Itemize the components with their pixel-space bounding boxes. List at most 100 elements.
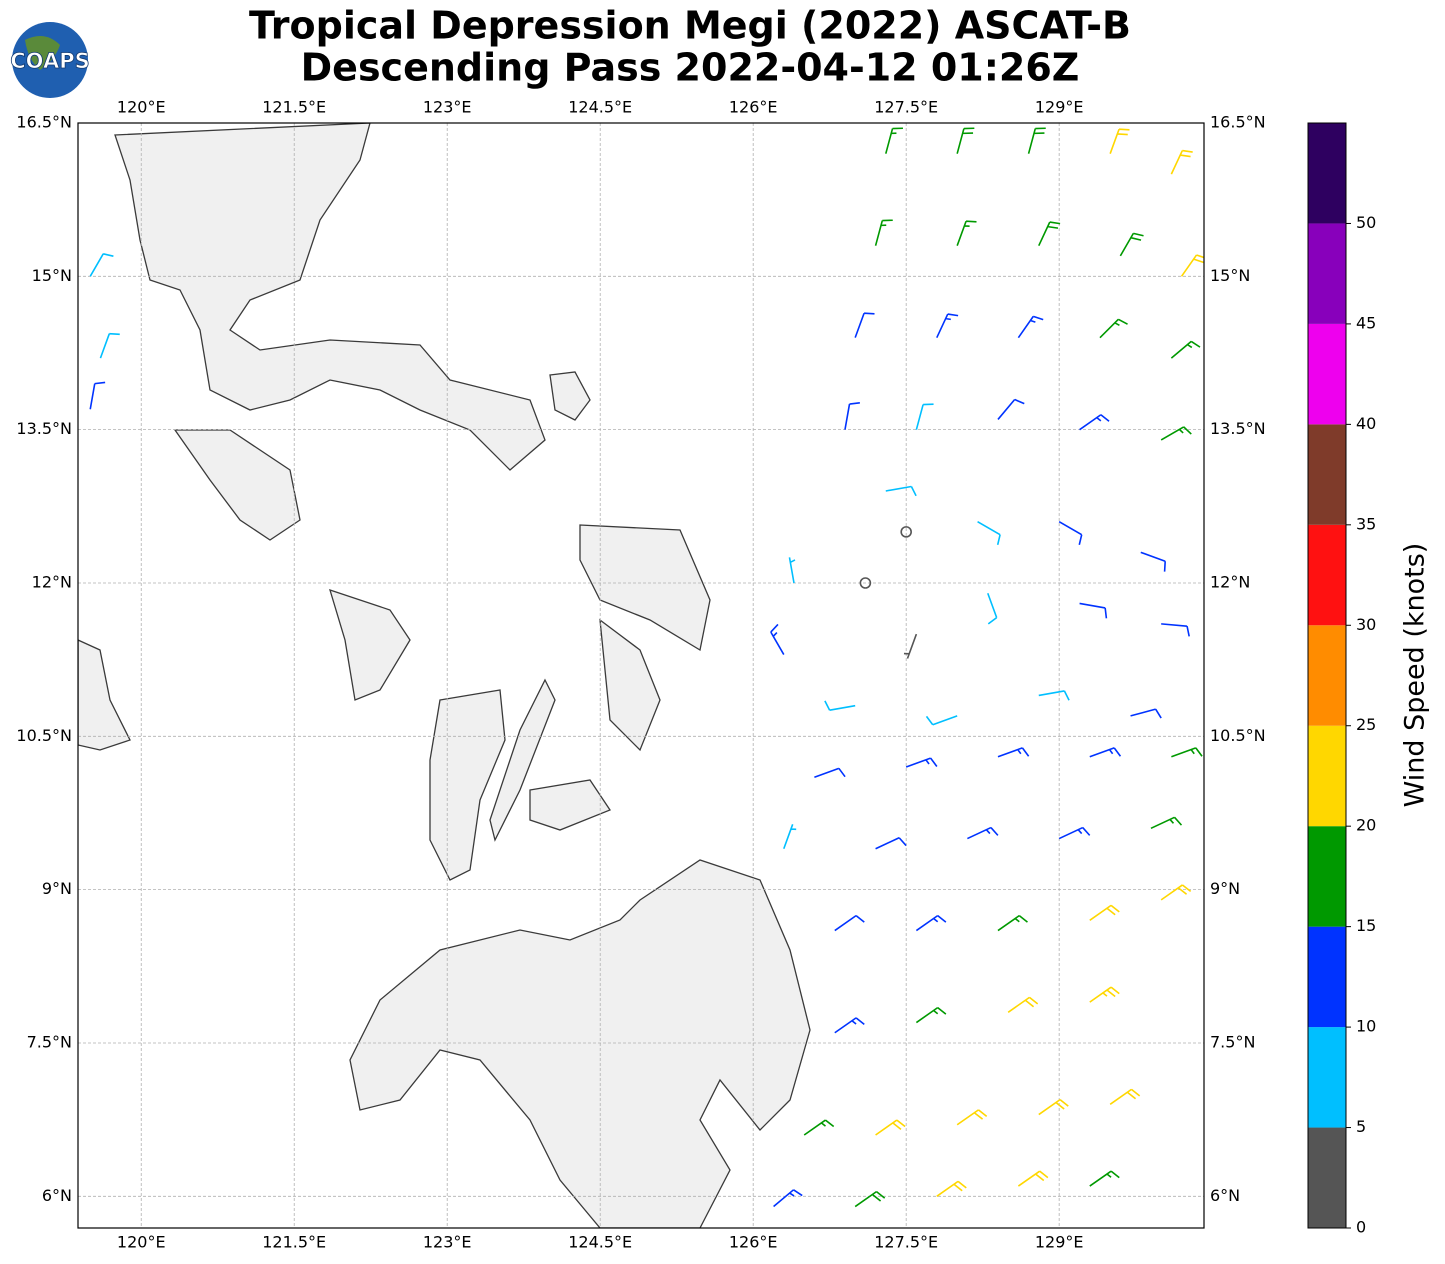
wind-barb [770, 623, 785, 655]
wind-barb [905, 757, 938, 768]
island [599, 618, 661, 752]
grid: 120°E 120°E 121.5°E 121.5°E 123°E 123°E 124.5°… [16, 98, 1265, 1252]
colorbar-tick-label: 0 [1356, 1218, 1366, 1237]
land [78, 123, 811, 1228]
y-tick-label: 7.5°N [1210, 1032, 1255, 1051]
wind-barb [1130, 708, 1162, 719]
wind-barb [967, 826, 999, 840]
wind-barb [814, 767, 846, 778]
logo-text: COAPS [10, 49, 89, 73]
wind-barb [874, 219, 893, 246]
wind-barb [1038, 690, 1070, 701]
wind-barb [915, 914, 947, 932]
y-tick-label: 6°N [42, 1186, 72, 1205]
island [173, 429, 301, 541]
y-tick-label: 10.5°N [1210, 726, 1266, 745]
wind-barb [875, 837, 907, 850]
wind-barb [936, 1180, 967, 1197]
island [329, 588, 411, 701]
wind-barb [1161, 623, 1190, 637]
wind-barb [1170, 340, 1201, 359]
wind-barb [977, 520, 1001, 546]
wind-barb [1180, 254, 1204, 277]
y-tick-label: 13.5°N [16, 419, 72, 438]
calm-circle [900, 526, 912, 538]
wind-barb [773, 1189, 803, 1208]
colorbar-tick-label: 50 [1356, 213, 1376, 232]
island [429, 689, 506, 881]
island [529, 779, 611, 831]
y-tick-label: 12°N [32, 572, 72, 591]
y-tick-label: 13.5°N [1210, 419, 1266, 438]
colorbar-segment [1308, 524, 1346, 626]
wind-barb [844, 402, 860, 430]
wind-barb [788, 557, 796, 584]
wind-barb [1089, 747, 1122, 758]
colorbar-tick-label: 40 [1356, 414, 1376, 433]
y-tick-label: 16.5°N [16, 113, 72, 132]
wind-barb [1058, 520, 1083, 546]
wind-barb [1089, 904, 1120, 921]
y-tick-label: 10.5°N [16, 726, 72, 745]
wind-barb [1150, 816, 1183, 830]
wind-barb [1038, 221, 1061, 247]
x-tick-label: 123°E [423, 98, 472, 117]
colorbar-segment [1308, 1127, 1346, 1228]
colorbar-tick-label: 10 [1356, 1017, 1376, 1036]
colorbar-tick-label: 5 [1356, 1117, 1366, 1136]
wind-barb [875, 1119, 906, 1136]
island [349, 859, 811, 1228]
wind-barb [89, 381, 106, 410]
wind-barb [1079, 602, 1108, 619]
island [114, 123, 546, 471]
colorbar-label: Wind Speed (knots) [1400, 543, 1431, 808]
wind-barb [1038, 1098, 1069, 1116]
wind-barb [1119, 232, 1144, 257]
wind-barb [1017, 315, 1044, 339]
colorbar-segment [1308, 123, 1346, 224]
x-tick-label: 121.5°E [262, 98, 326, 117]
x-tick-label: 126°E [729, 98, 778, 117]
colorbar-segment [1308, 1027, 1346, 1128]
map-frame [77, 122, 1205, 1229]
wind-barb [1160, 426, 1192, 441]
wind-barb [834, 1017, 865, 1034]
wind-barb [1140, 551, 1166, 572]
wind-barb [1079, 414, 1110, 431]
wind-barb [1058, 826, 1091, 840]
colorbar-segment [1308, 625, 1346, 726]
colorbar-tick-label: 30 [1356, 615, 1376, 634]
calm-circle [859, 577, 872, 589]
colorbar-tick-label: 15 [1356, 916, 1376, 935]
wind-barb [1007, 996, 1039, 1013]
colorbar-tick-label: 45 [1356, 313, 1376, 332]
wind-barb [854, 1190, 886, 1208]
colorbar-segment [1308, 926, 1346, 1028]
y-tick-label: 9°N [1210, 879, 1240, 898]
wind-barb [997, 747, 1030, 758]
x-tick-label: 124.5°E [568, 98, 632, 117]
wind-barb [1027, 127, 1046, 154]
colorbar-tick-label: 25 [1356, 715, 1376, 734]
x-tick-label: 123°E [423, 1233, 472, 1252]
colorbar-segment [1308, 323, 1346, 425]
wind-barb [803, 1119, 835, 1136]
wind-barb [997, 398, 1025, 420]
wind-barb [1099, 318, 1128, 339]
wind-barb [936, 313, 959, 339]
x-tick-label: 129°E [1035, 98, 1084, 117]
x-tick-label: 126°E [729, 1233, 778, 1252]
wind-barb [1109, 1088, 1141, 1105]
wind-barb [1160, 884, 1192, 901]
island [78, 639, 131, 751]
wind-barb [1089, 1170, 1120, 1187]
y-tick-label: 16.5°N [1210, 113, 1266, 132]
x-tick-label: 127.5°E [874, 1233, 938, 1252]
wind-barb [854, 312, 875, 338]
wind-barb [997, 914, 1028, 932]
island [489, 678, 556, 842]
wind-barb [834, 914, 865, 932]
island [549, 371, 591, 421]
wind-barb [915, 1006, 947, 1024]
